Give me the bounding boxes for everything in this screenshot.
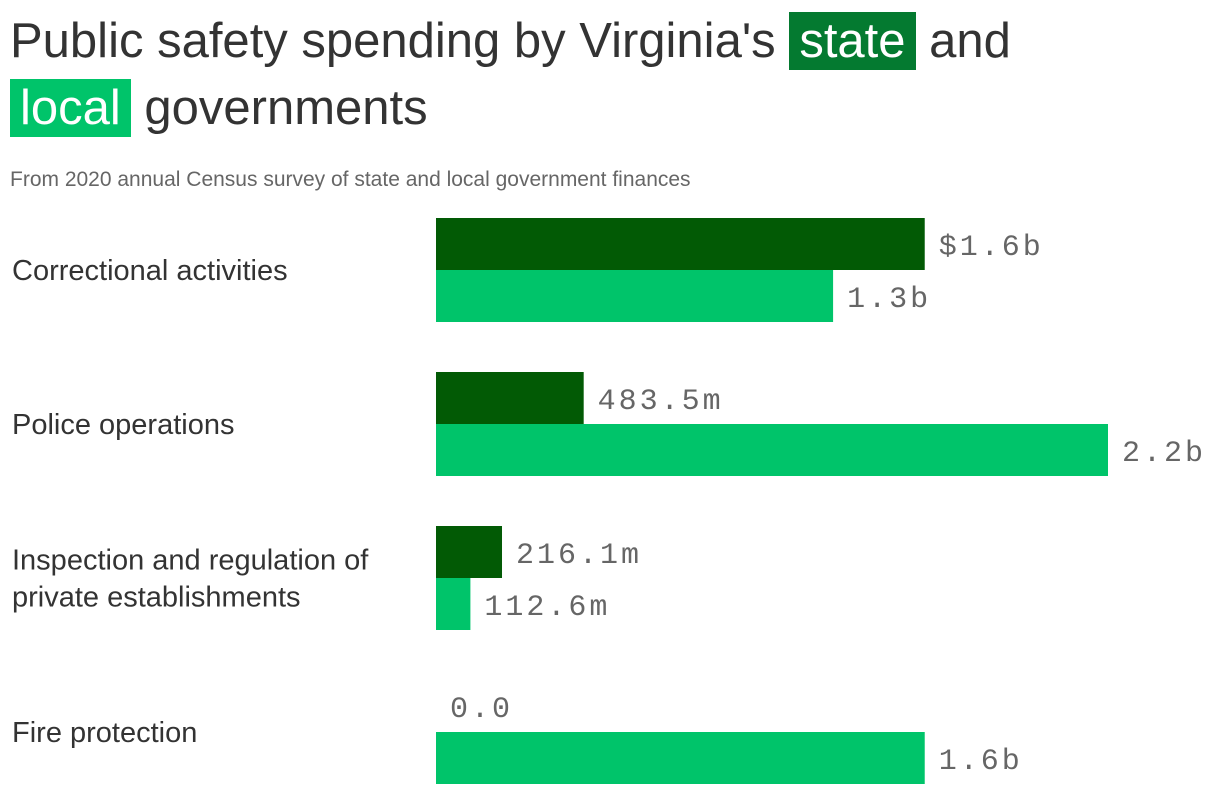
data-label-local: 1.3b [847,283,931,317]
chart-title: Public safety spending by Virginia's sta… [10,8,1190,142]
data-label-state: $1.6b [939,231,1044,265]
data-label-state: 483.5m [598,385,724,419]
category-label-line: Police operations [12,409,234,441]
category-label: Police operations [12,409,234,441]
title-part-1: Public safety spending by Virginia's [10,14,776,68]
bar-local [436,732,925,784]
data-label-state: 0.0 [450,693,513,727]
category-label-line: Correctional activities [12,255,288,287]
data-label-local: 1.6b [939,745,1023,779]
chart-subtitle: From 2020 annual Census survey of state … [10,168,691,191]
category-label-line: Inspection and regulation of [12,545,369,577]
bar-state [436,218,925,270]
title-state-highlight: state [789,12,916,70]
data-label-state: 216.1m [516,539,642,573]
category-label: Fire protection [12,717,197,749]
category-label-line: Fire protection [12,717,197,749]
category-label-line: private establishments [12,582,301,614]
category-label: Correctional activities [12,255,288,287]
title-local-highlight: local [10,79,131,137]
bar-state [436,526,503,578]
category-label: Inspection and regulation of private esta… [12,545,369,614]
title-part-3: governments [144,81,428,135]
bar-state [436,372,584,424]
title-part-2: and [929,14,1011,68]
bar-local [436,270,834,322]
data-label-local: 2.2b [1122,437,1206,471]
bar-local [436,578,471,630]
data-label-local: 112.6m [484,591,610,625]
bar-local [436,424,1108,476]
